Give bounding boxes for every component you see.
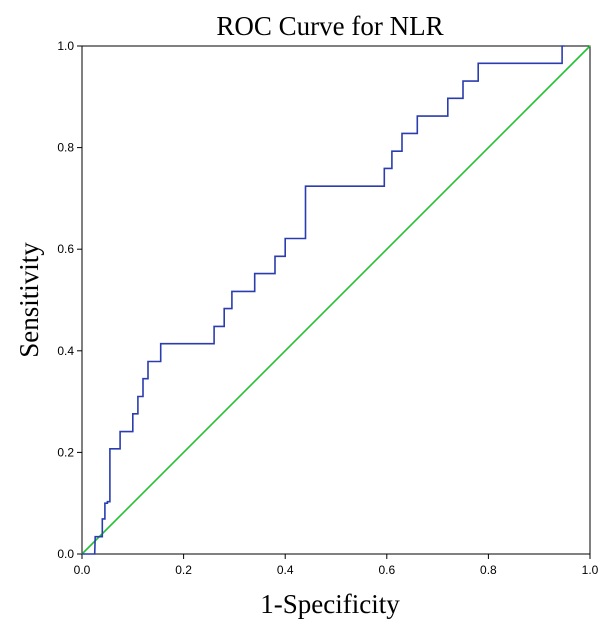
x-tick-label: 0.2 xyxy=(175,563,192,577)
x-tick-label: 0.0 xyxy=(74,563,91,577)
chart-title: ROC Curve for NLR xyxy=(216,11,443,41)
roc-curve-line xyxy=(82,45,565,555)
x-tick-label: 0.4 xyxy=(277,563,294,577)
y-tick-label: 0.6 xyxy=(57,242,74,256)
x-axis-label: 1-Specificity xyxy=(260,589,400,619)
x-tick-label: 0.6 xyxy=(378,563,395,577)
y-tick-label: 1.0 xyxy=(57,39,74,53)
y-axis-label: Sensitivity xyxy=(14,242,44,358)
x-tick-label: 0.8 xyxy=(480,563,497,577)
plot-area: 0.0 0.2 0.4 0.6 0.8 1.0 0.0 0.2 0.4 0.6 0.8 1.0 xyxy=(57,39,598,577)
plot-frame xyxy=(81,45,591,555)
y-tick-label: 0.4 xyxy=(57,344,74,358)
reference-diagonal-line xyxy=(81,45,591,555)
y-tick-label: 0.2 xyxy=(57,445,74,459)
x-tick-label: 1.0 xyxy=(582,563,599,577)
y-tick-label: 0.0 xyxy=(57,547,74,561)
y-tick-label: 0.8 xyxy=(57,141,74,155)
